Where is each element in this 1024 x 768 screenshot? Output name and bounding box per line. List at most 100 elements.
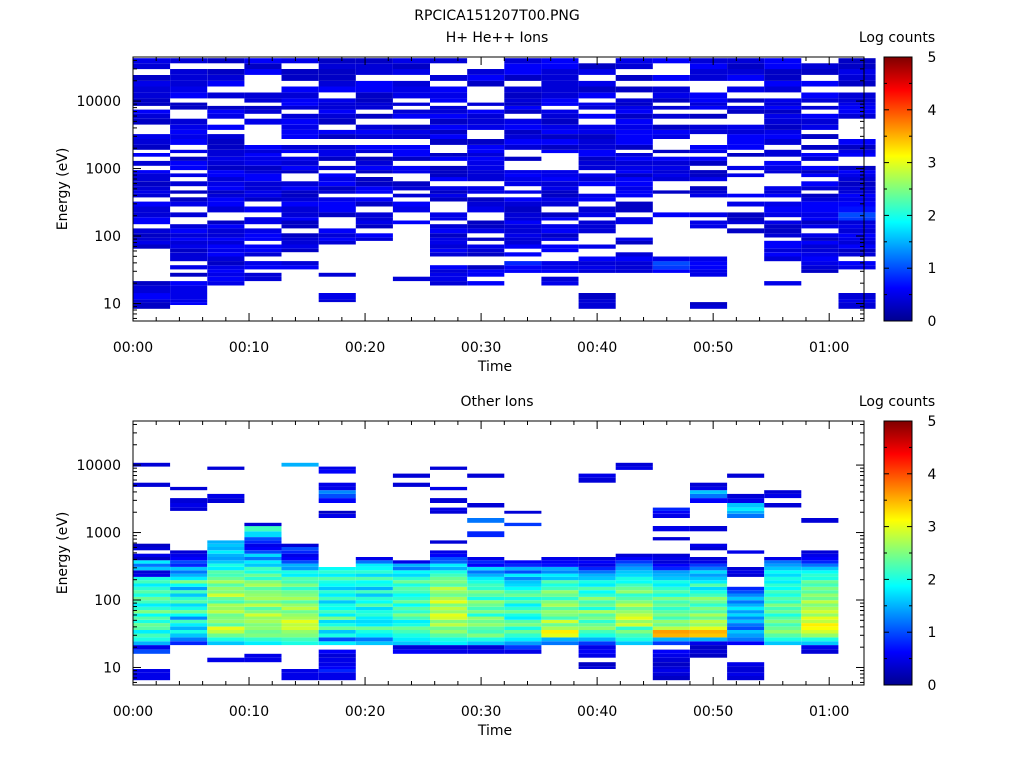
heatmap-cell xyxy=(801,212,839,218)
colorbar-tick-label: 5 xyxy=(928,414,937,430)
heatmap-cell xyxy=(207,580,245,584)
heatmap-cell xyxy=(690,563,728,567)
heatmap-cell xyxy=(170,80,208,87)
heatmap-cell xyxy=(690,557,728,561)
heatmap-cell xyxy=(727,610,765,614)
heatmap-cell xyxy=(504,58,542,64)
heatmap-cell xyxy=(133,576,171,581)
heatmap-cell xyxy=(281,124,319,130)
heatmap-cell xyxy=(541,590,579,594)
heatmap-cell xyxy=(578,583,616,587)
heatmap-cell xyxy=(133,583,171,587)
heatmap-cell xyxy=(133,560,171,564)
heatmap-cell xyxy=(764,233,802,238)
heatmap-cell xyxy=(133,233,171,238)
heatmap-cell xyxy=(170,630,208,634)
heatmap-cell xyxy=(430,193,468,198)
heatmap-cell xyxy=(244,583,282,587)
heatmap-cell xyxy=(727,493,765,499)
heatmap-cell xyxy=(170,302,208,305)
heatmap-cell xyxy=(652,600,690,604)
heatmap-cell xyxy=(133,285,171,294)
heatmap-cell xyxy=(244,244,282,249)
heatmap-cell xyxy=(467,186,505,191)
heatmap-cell xyxy=(170,86,208,93)
heatmap-cell xyxy=(355,573,393,577)
heatmap-cell xyxy=(392,641,430,646)
heatmap-cell xyxy=(281,160,319,166)
heatmap-cell xyxy=(133,557,171,561)
heatmap-cell xyxy=(467,75,505,81)
heatmap-cell xyxy=(430,586,468,591)
heatmap-cell xyxy=(578,570,616,574)
colorbar-tick-label: 5 xyxy=(928,50,937,66)
heatmap-cell xyxy=(170,550,208,554)
heatmap-cell xyxy=(690,580,728,584)
heatmap-cell xyxy=(504,645,542,650)
heatmap-cell xyxy=(504,586,542,591)
heatmap-cell xyxy=(355,92,393,99)
heatmap-cell xyxy=(652,256,690,262)
heatmap-cell xyxy=(133,630,171,634)
heatmap-cell xyxy=(764,557,802,561)
heatmap-cell xyxy=(690,493,728,499)
heatmap-cell xyxy=(652,630,690,634)
heatmap-cell xyxy=(355,149,393,154)
heatmap-cell xyxy=(467,269,505,273)
heatmap-cell xyxy=(690,576,728,581)
heatmap-cell xyxy=(281,590,319,594)
heatmap-cell xyxy=(541,109,579,114)
heatmap-cell xyxy=(355,557,393,561)
heatmap-cell xyxy=(578,102,616,106)
heatmap-cell xyxy=(170,252,208,257)
heatmap-cell xyxy=(652,613,690,617)
colorbar: 0 1 2 3 4 5 xyxy=(883,414,937,694)
heatmap-cell xyxy=(244,118,282,125)
heatmap-cell xyxy=(244,576,282,581)
heatmap-cell xyxy=(578,165,616,171)
heatmap-cell xyxy=(355,186,393,191)
heatmap-cell xyxy=(578,586,616,591)
heatmap-cell xyxy=(355,583,393,587)
heatmap-cell xyxy=(467,102,505,106)
heatmap-cell xyxy=(764,586,802,591)
x-tick-label: 00:20 xyxy=(345,704,385,720)
heatmap-cell xyxy=(355,105,393,110)
heatmap-cell xyxy=(652,557,690,561)
heatmap-cell xyxy=(652,606,690,611)
heatmap-cell xyxy=(207,596,245,601)
heatmap-cell xyxy=(281,217,319,221)
heatmap-cell xyxy=(392,206,430,213)
heatmap-cell xyxy=(801,630,839,634)
heatmap-cell xyxy=(355,170,393,174)
heatmap-cell xyxy=(281,240,319,245)
heatmap-cell xyxy=(615,637,653,642)
heatmap-cell xyxy=(764,160,802,166)
colorbar-tick-label: 4 xyxy=(928,103,937,119)
heatmap-cell xyxy=(244,109,282,114)
heatmap-cell xyxy=(690,145,728,150)
heatmap-cell xyxy=(727,600,765,604)
heatmap-cell xyxy=(244,623,282,627)
colorbar-label: Log counts xyxy=(859,394,935,410)
heatmap-cell xyxy=(764,80,802,87)
heatmap-cell xyxy=(318,493,356,499)
heatmap-cell xyxy=(764,240,802,245)
heatmap-cell xyxy=(838,228,876,234)
heatmap-cell xyxy=(244,563,282,567)
heatmap-cell xyxy=(392,80,430,87)
heatmap-cell xyxy=(467,252,505,257)
heatmap-cell xyxy=(727,145,765,150)
heatmap-cell xyxy=(690,570,728,574)
heatmap-cell xyxy=(727,98,765,103)
heatmap-cell xyxy=(615,600,653,604)
heatmap-cell xyxy=(652,576,690,581)
heatmap-cell xyxy=(541,613,579,617)
heatmap-cell xyxy=(838,75,876,81)
heatmap-cell xyxy=(504,177,542,182)
heatmap-cell xyxy=(690,590,728,594)
heatmap-cell xyxy=(578,613,616,617)
heatmap-cell xyxy=(690,58,728,64)
heatmap-cell xyxy=(133,563,171,567)
